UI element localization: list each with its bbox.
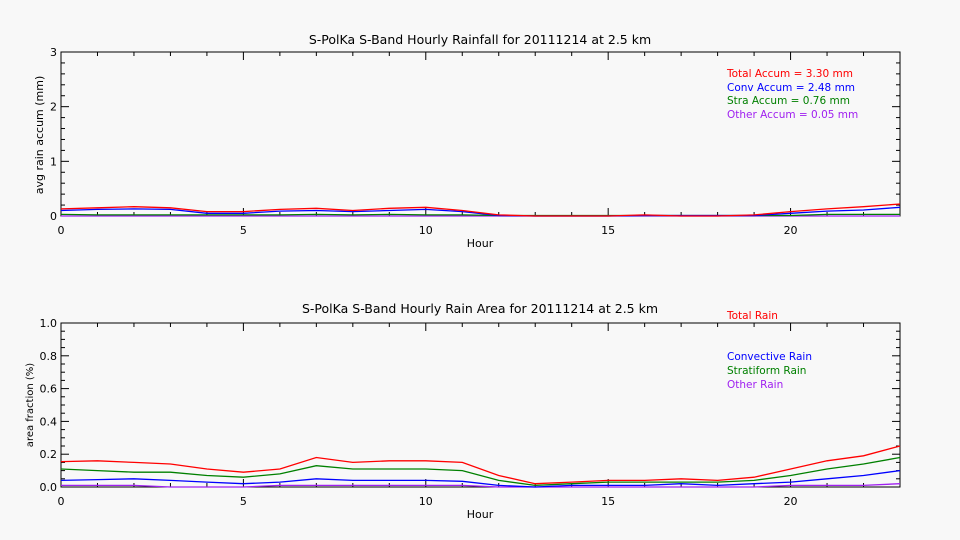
series-line-conv bbox=[60, 206, 901, 217]
y-tick-label: 0.6 bbox=[40, 383, 58, 396]
x-tick-label: 15 bbox=[601, 224, 615, 237]
x-axis-label: Hour bbox=[467, 508, 494, 521]
series-line-convective bbox=[60, 469, 901, 488]
series-line-other bbox=[61, 483, 901, 488]
y-axis-label: area fraction (%) bbox=[25, 363, 36, 447]
y-tick-label: 0.2 bbox=[40, 448, 58, 461]
y-tick-label: 1 bbox=[50, 155, 57, 168]
rain-area-chart: S-PolKa S-Band Hourly Rain Area for 2011… bbox=[25, 301, 901, 521]
y-tick-label: 3 bbox=[50, 46, 57, 59]
x-axis-label: Hour bbox=[467, 237, 494, 250]
series-line-stratiform bbox=[60, 456, 901, 487]
x-tick-label: 20 bbox=[784, 224, 798, 237]
rainfall-accum-chart: S-PolKa S-Band Hourly Rainfall for 20111… bbox=[33, 32, 901, 250]
x-tick-label: 0 bbox=[58, 224, 65, 237]
chart-title: S-PolKa S-Band Hourly Rainfall for 20111… bbox=[309, 32, 651, 47]
y-tick-label: 0.0 bbox=[40, 481, 58, 494]
legend-entry: Other Rain bbox=[727, 379, 783, 391]
y-tick-label: 2 bbox=[50, 101, 57, 114]
x-tick-label: 15 bbox=[601, 495, 615, 508]
legend-entry: Total Rain bbox=[726, 310, 778, 322]
x-tick-label: 0 bbox=[58, 495, 65, 508]
plot-frame bbox=[60, 322, 901, 488]
series-line-total bbox=[60, 445, 901, 485]
x-tick-label: 10 bbox=[419, 224, 433, 237]
legend-entry: Convective Rain bbox=[727, 351, 812, 363]
legend-entry: Stratiform Rain bbox=[727, 365, 806, 377]
chart-title: S-PolKa S-Band Hourly Rain Area for 2011… bbox=[302, 301, 658, 316]
legend-entry: Stra Accum = 0.76 mm bbox=[727, 95, 850, 107]
x-tick-label: 10 bbox=[419, 495, 433, 508]
y-tick-label: 0 bbox=[50, 210, 57, 223]
legend-entry: Conv Accum = 2.48 mm bbox=[727, 82, 855, 94]
legend-entry: Total Accum = 3.30 mm bbox=[726, 68, 853, 80]
y-tick-label: 0.4 bbox=[40, 415, 58, 428]
x-tick-label: 5 bbox=[240, 495, 247, 508]
series-line-total bbox=[60, 203, 901, 217]
x-tick-label: 5 bbox=[240, 224, 247, 237]
x-tick-label: 20 bbox=[784, 495, 798, 508]
y-tick-label: 1.0 bbox=[40, 317, 58, 330]
y-tick-label: 0.8 bbox=[40, 350, 58, 363]
legend-entry: Other Accum = 0.05 mm bbox=[727, 109, 858, 121]
y-axis-label: avg rain accum (mm) bbox=[33, 76, 46, 195]
